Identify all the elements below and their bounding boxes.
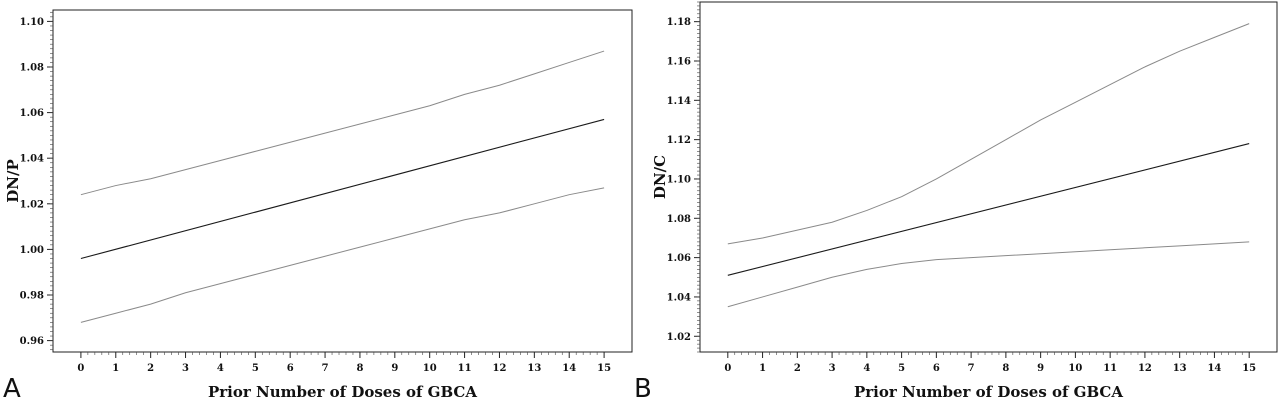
x-tick-label: 0 <box>77 363 84 374</box>
x-tick-label: 6 <box>287 363 294 374</box>
x-tick-label: 11 <box>458 363 472 374</box>
x-tick-label: 14 <box>562 363 576 374</box>
x-tick-label: 2 <box>794 363 801 374</box>
y-tick-label: 1.10 <box>20 17 44 28</box>
x-tick-label: 3 <box>829 363 836 374</box>
y-tick-label: 1.16 <box>667 56 691 67</box>
x-tick-label: 2 <box>147 363 154 374</box>
x-tick-label: 13 <box>527 363 541 374</box>
x-tick-label: 12 <box>1138 363 1152 374</box>
y-tick-label: 1.02 <box>667 332 691 343</box>
x-tick-label: 7 <box>968 363 975 374</box>
series-line-estimate <box>727 143 1250 276</box>
x-tick-label: 10 <box>1068 363 1082 374</box>
y-tick-label: 1.18 <box>667 17 691 28</box>
x-tick-label: 4 <box>863 363 870 374</box>
y-tick-label: 1.06 <box>20 108 44 119</box>
y-axis-title: DN/C <box>651 155 669 199</box>
x-tick-label: 7 <box>322 363 329 374</box>
series-line-upper <box>80 50 605 196</box>
x-tick-label: 8 <box>1002 363 1009 374</box>
x-axis-title: Prior Number of Doses of GBCA <box>208 383 477 401</box>
y-tick-label: 1.06 <box>667 253 691 264</box>
x-tick-label: 12 <box>492 363 506 374</box>
series-line-lower <box>80 187 605 323</box>
x-tick-label: 9 <box>391 363 398 374</box>
x-tick-label: 1 <box>759 363 766 374</box>
y-tick-label: 1.04 <box>667 292 691 303</box>
panel-letter: B <box>634 374 652 402</box>
y-tick-label: 1.02 <box>20 199 44 210</box>
chart-panel-a: 0.960.981.001.021.041.061.081.100 1 2 3 4 5 6 7… <box>3 9 633 402</box>
y-tick-label: 1.12 <box>667 135 691 146</box>
x-tick-label: 15 <box>597 363 611 374</box>
x-tick-label: 5 <box>252 363 259 374</box>
y-tick-label: 0.96 <box>20 336 44 347</box>
x-tick-label: 3 <box>182 363 189 374</box>
x-tick-label: 11 <box>1103 363 1117 374</box>
chart-panel-b: 1.021.041.061.081.101.121.141.161.180 1 2 3… <box>634 1 1278 402</box>
x-tick-label: 1 <box>112 363 119 374</box>
x-tick-label: 8 <box>356 363 363 374</box>
y-tick-label: 1.04 <box>20 154 44 165</box>
x-tick-label: 5 <box>898 363 905 374</box>
x-tick-label: 4 <box>217 363 224 374</box>
y-tick-label: 1.00 <box>20 245 44 256</box>
x-tick-label: 15 <box>1242 363 1256 374</box>
x-tick-label: 13 <box>1173 363 1187 374</box>
x-tick-label: 0 <box>724 363 731 374</box>
series-line-lower <box>727 241 1250 308</box>
x-tick-label: 14 <box>1207 363 1221 374</box>
y-axis-title: DN/P <box>4 159 22 202</box>
series-line-upper <box>727 23 1250 245</box>
y-tick-label: 1.14 <box>667 96 691 107</box>
plot-frame <box>699 1 1278 353</box>
panel-letter: A <box>3 374 21 402</box>
x-axis-title: Prior Number of Doses of GBCA <box>854 383 1123 401</box>
x-tick-label: 6 <box>933 363 940 374</box>
y-tick-label: 1.10 <box>667 174 691 185</box>
x-tick-label: 10 <box>423 363 437 374</box>
y-tick-label: 1.08 <box>20 63 44 74</box>
y-tick-label: 1.08 <box>667 214 691 225</box>
x-tick-label: 9 <box>1037 363 1044 374</box>
y-tick-label: 0.98 <box>20 291 44 302</box>
series-line-estimate <box>80 118 605 260</box>
